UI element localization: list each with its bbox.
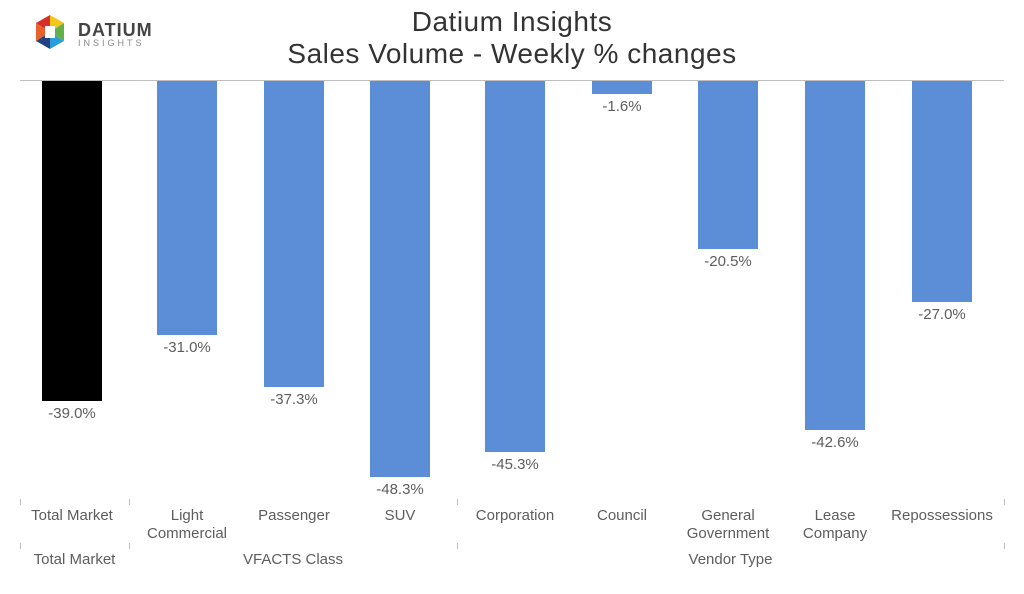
bar: [370, 81, 430, 477]
title-line-2: Sales Volume - Weekly % changes: [0, 38, 1024, 70]
bar-slot: -37.3%: [264, 81, 324, 387]
bar-value-label: -1.6%: [602, 98, 641, 115]
bar-value-label: -42.6%: [811, 434, 859, 451]
logo: DATIUM INSIGHTS: [30, 12, 153, 57]
logo-sub: INSIGHTS: [78, 39, 153, 48]
bar: [805, 81, 865, 430]
x-group-tick: [129, 543, 130, 549]
x-tick: [457, 499, 458, 505]
x-tick: [129, 499, 130, 505]
x-group-tick: [20, 543, 21, 549]
chart-title: Datium Insights Sales Volume - Weekly % …: [0, 0, 1024, 70]
x-category-label: GeneralGovernment: [673, 507, 783, 543]
x-group-tick: [457, 543, 458, 549]
logo-icon: [30, 12, 70, 57]
x-category-label: LightCommercial: [132, 507, 242, 543]
logo-brand: DATIUM: [78, 21, 153, 39]
bar: [485, 81, 545, 452]
bar-value-label: -39.0%: [48, 405, 96, 422]
x-category-label: Corporation: [460, 507, 570, 525]
x-axis: Total MarketLightCommercialPassengerSUVC…: [20, 499, 1004, 579]
bar: [157, 81, 217, 335]
bar-slot: -45.3%: [485, 81, 545, 452]
bars-container: -39.0% -31.0% -37.3% -48.3% -45.3% -1.6% -20.5…: [20, 81, 1004, 491]
bar-slot: -1.6%: [592, 81, 652, 94]
bar-slot: -27.0%: [912, 81, 972, 302]
logo-text: DATIUM INSIGHTS: [78, 21, 153, 48]
bar: [264, 81, 324, 387]
x-category-label: Passenger: [239, 507, 349, 525]
x-category-label: Total Market: [17, 507, 127, 525]
bar-value-label: -31.0%: [163, 339, 211, 356]
bar: [698, 81, 758, 249]
bar: [912, 81, 972, 302]
bar-value-label: -27.0%: [918, 306, 966, 323]
title-line-1: Datium Insights: [0, 6, 1024, 38]
x-group-tick: [1004, 543, 1005, 549]
bar-slot: -31.0%: [157, 81, 217, 335]
x-group-label: Total Market: [20, 551, 129, 568]
bar-value-label: -45.3%: [491, 456, 539, 473]
bar-value-label: -20.5%: [704, 253, 752, 270]
x-tick: [1004, 499, 1005, 505]
x-group-label: Vendor Type: [457, 551, 1004, 568]
x-category-label: Council: [567, 507, 677, 525]
bar: [592, 81, 652, 94]
x-category-label: LeaseCompany: [780, 507, 890, 543]
x-group-label: VFACTS Class: [129, 551, 457, 568]
bar-slot: -20.5%: [698, 81, 758, 249]
bar-value-label: -48.3%: [376, 481, 424, 498]
bar-slot: -42.6%: [805, 81, 865, 430]
x-category-label: SUV: [345, 507, 455, 525]
chart-area: -39.0% -31.0% -37.3% -48.3% -45.3% -1.6% -20.5…: [20, 80, 1004, 582]
bar: [42, 81, 102, 401]
bar-value-label: -37.3%: [270, 391, 318, 408]
x-tick: [20, 499, 21, 505]
bar-slot: -39.0%: [42, 81, 102, 401]
bar-slot: -48.3%: [370, 81, 430, 477]
x-category-label: Repossessions: [887, 507, 997, 525]
